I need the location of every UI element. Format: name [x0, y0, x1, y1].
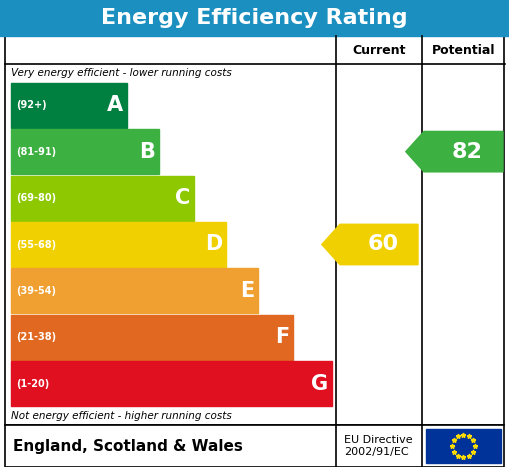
Bar — [5, 36, 504, 425]
Text: 60: 60 — [367, 234, 399, 255]
Text: (39-54): (39-54) — [16, 286, 56, 296]
Polygon shape — [406, 131, 503, 172]
Bar — [11, 269, 258, 313]
Bar — [5, 425, 504, 467]
Text: EU Directive
2002/91/EC: EU Directive 2002/91/EC — [344, 435, 413, 457]
Text: E: E — [240, 281, 254, 301]
Text: D: D — [205, 234, 222, 255]
Text: Energy Efficiency Rating: Energy Efficiency Rating — [101, 8, 408, 28]
Text: A: A — [106, 95, 123, 115]
Text: F: F — [275, 327, 290, 347]
Text: G: G — [311, 374, 328, 394]
Text: England, Scotland & Wales: England, Scotland & Wales — [13, 439, 243, 453]
Bar — [11, 83, 127, 127]
Text: (21-38): (21-38) — [16, 333, 56, 342]
Bar — [11, 129, 159, 174]
Text: Potential: Potential — [432, 43, 495, 57]
Text: Current: Current — [352, 43, 406, 57]
Bar — [426, 429, 501, 463]
Text: Not energy efficient - higher running costs: Not energy efficient - higher running co… — [11, 411, 232, 421]
Polygon shape — [322, 224, 418, 265]
Bar — [11, 315, 294, 360]
Bar — [11, 222, 226, 267]
Bar — [11, 361, 332, 406]
Text: (1-20): (1-20) — [16, 379, 49, 389]
Text: (55-68): (55-68) — [16, 240, 56, 249]
Text: B: B — [139, 142, 155, 162]
Text: (81-91): (81-91) — [16, 147, 56, 156]
Text: (92+): (92+) — [16, 100, 47, 110]
Text: 82: 82 — [452, 142, 483, 162]
Text: Very energy efficient - lower running costs: Very energy efficient - lower running co… — [11, 68, 232, 78]
Text: C: C — [175, 188, 190, 208]
Bar — [0, 0, 509, 36]
Bar — [11, 176, 194, 220]
Text: (69-80): (69-80) — [16, 193, 56, 203]
